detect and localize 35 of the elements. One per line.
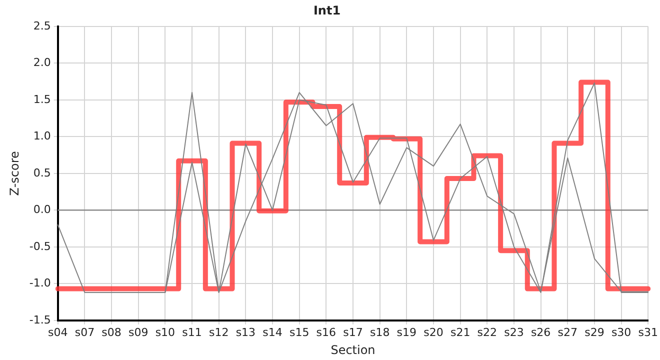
x-tick-label: s09: [128, 326, 148, 339]
x-tick-label: s29: [584, 326, 604, 339]
x-tick-label: s08: [102, 326, 122, 339]
y-tick-label: 0.0: [33, 203, 51, 216]
x-tick-label: s12: [208, 326, 229, 339]
y-tick-label: 0.5: [33, 166, 51, 180]
x-tick-label: s14: [262, 326, 282, 339]
y-tick-label: 1.5: [33, 92, 51, 106]
x-tick-label: s23: [504, 326, 524, 339]
chart-title: Int1: [313, 3, 341, 18]
x-tick-label: s15: [289, 326, 310, 339]
x-tick-label: s17: [343, 326, 363, 339]
x-tick-label: s22: [477, 326, 498, 339]
x-tick-label: s21: [450, 326, 470, 339]
x-tick-label: s30: [611, 326, 632, 339]
x-tick-label: s16: [316, 326, 336, 339]
y-tick-label: 2.5: [33, 19, 51, 32]
x-tick-label: s19: [396, 326, 417, 339]
x-tick-label: s04: [48, 326, 68, 339]
x-tick-label: s13: [236, 326, 256, 339]
x-tick-label: s31: [638, 326, 658, 339]
x-tick-label: s20: [424, 326, 444, 339]
x-tick-label: s10: [155, 326, 176, 339]
y-tick-label: -1.0: [29, 276, 51, 290]
y-axis-title: Z-score: [7, 151, 22, 196]
y-tick-label: -0.5: [29, 240, 51, 253]
y-tick-label: 1.0: [33, 130, 51, 143]
x-tick-label: s18: [370, 326, 390, 339]
x-tick-label: s26: [530, 326, 551, 339]
y-tick-label: -1.5: [29, 313, 51, 326]
x-axis-title: Section: [330, 342, 376, 357]
x-tick-label: s11: [182, 326, 202, 339]
x-tick-label: s07: [74, 326, 95, 339]
y-tick-label: 2.0: [33, 56, 51, 70]
x-tick-label: s27: [558, 326, 578, 339]
